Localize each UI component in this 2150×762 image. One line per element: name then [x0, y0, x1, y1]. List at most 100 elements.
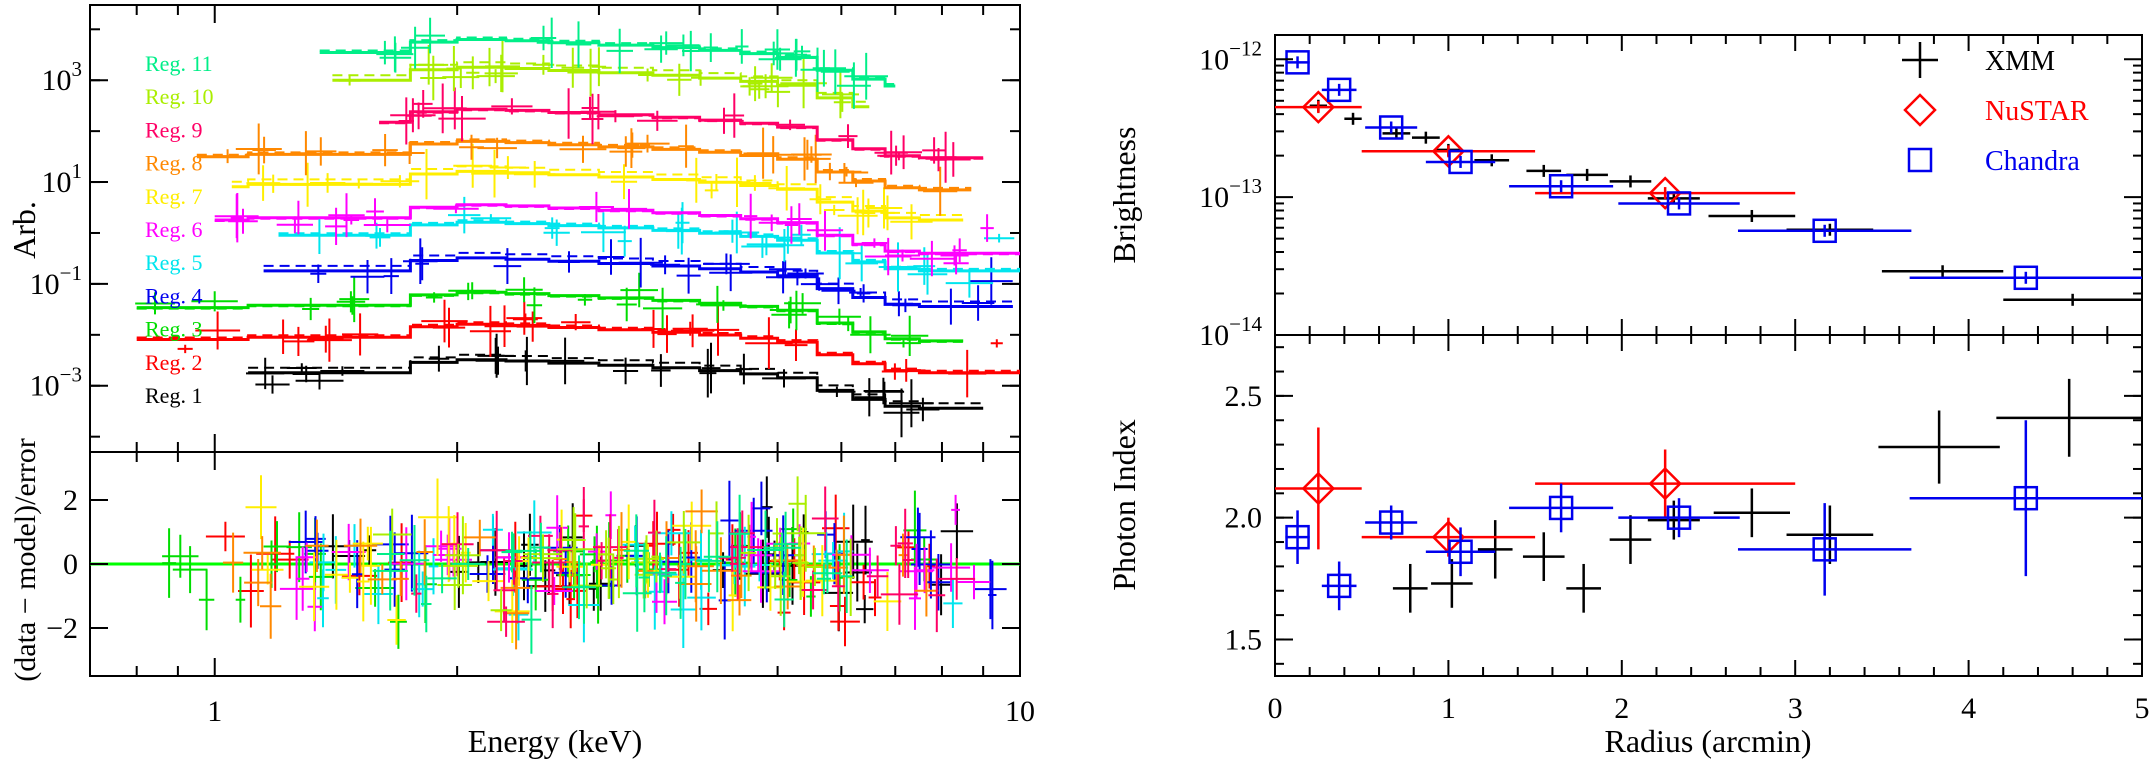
residual-data-point — [658, 555, 677, 584]
spectrum-data-point — [775, 119, 805, 131]
residual-data-point — [943, 578, 963, 628]
residual-data-point — [390, 594, 407, 649]
residual-data-point — [940, 503, 974, 560]
legend-label-reg-1: Reg. 1 — [145, 383, 202, 408]
residual-data-point — [223, 532, 244, 593]
brightness-frame — [1274, 34, 2143, 336]
residual-data-point — [520, 530, 540, 571]
spectrum-reg6 — [214, 189, 1020, 277]
spectrum-data-point — [769, 296, 812, 324]
spectrum-model-dashed — [231, 165, 964, 216]
residual-data-point — [357, 541, 370, 622]
residual-data-point — [660, 536, 672, 616]
spectrum-data-point — [558, 251, 580, 273]
square-marker — [1326, 573, 1352, 599]
spectrum-data-point — [363, 217, 411, 233]
spectrum-data-point — [667, 63, 692, 96]
square-marker — [1285, 50, 1310, 75]
legend-item-nustar: NuSTAR — [1903, 93, 2089, 127]
residual-data-point — [685, 489, 718, 534]
residual-data-point — [547, 559, 559, 629]
spectrum-data-point — [328, 193, 365, 238]
spectrum-data-point — [235, 123, 282, 175]
spectrum-data-point — [780, 58, 827, 109]
spectrum-data-point — [838, 178, 874, 188]
spectrum-data-point — [769, 260, 802, 278]
spectrum-data-point — [823, 204, 845, 216]
residual-data-point — [696, 529, 722, 593]
residual-data-point — [597, 530, 615, 579]
spectrum-model-line — [231, 169, 964, 222]
residual-data-point — [578, 549, 590, 624]
spectrum-data-point — [820, 49, 850, 95]
y-tick-label: 10−1 — [30, 261, 82, 301]
residual-data-point — [162, 528, 177, 598]
spectrum-data-point — [296, 216, 343, 254]
spectrum-data-point — [613, 357, 639, 385]
spectrum-data-point — [909, 240, 954, 277]
square-marker — [1378, 510, 1404, 535]
diamond-marker — [1648, 176, 1682, 210]
spectrum-data-point — [764, 29, 790, 70]
radius-x-label: Radius (arcmin) — [1604, 723, 1811, 759]
spectrum-data-point — [505, 277, 543, 303]
residual-data-point — [531, 522, 551, 573]
spectrum-data-point — [295, 371, 344, 390]
residual-data-point — [245, 475, 277, 540]
residual-data-point — [263, 521, 291, 573]
spectrum-data-point — [609, 136, 643, 167]
spectrum-data-point — [276, 216, 313, 234]
spectrum-data-point — [758, 47, 802, 71]
residual-data-point — [811, 486, 839, 551]
spectrum-data-point — [364, 40, 406, 65]
legend-label-reg-9: Reg. 9 — [145, 117, 202, 142]
residual-data-point — [773, 563, 802, 610]
spectrum-data-point — [724, 93, 745, 138]
legend-label-reg-2: Reg. 2 — [145, 350, 202, 375]
spectrum-data-point — [670, 314, 715, 348]
residual-data-point — [866, 555, 889, 598]
spectrum-data-point — [678, 124, 694, 168]
residual-data-point — [324, 539, 348, 610]
spectrum-data-point — [484, 305, 525, 347]
spectrum-data-point — [686, 157, 707, 203]
residual-data-point — [418, 478, 457, 556]
photon-index-y-label: Photon Index — [1106, 419, 1142, 591]
spectrum-data-point — [491, 98, 533, 115]
spectrum-data-point — [907, 253, 948, 295]
residual-data-point — [687, 564, 716, 631]
residual-data-point — [816, 563, 831, 595]
residual-data-point — [392, 561, 409, 596]
spectrum-data-point — [306, 318, 352, 362]
spectrum-data-point — [883, 388, 920, 438]
residual-data-point — [720, 480, 739, 561]
square-marker — [2013, 265, 2039, 291]
spectrum-data-point — [493, 248, 522, 284]
square-marker — [1326, 77, 1352, 103]
spectrum-data-point — [791, 146, 832, 163]
residual-data-point — [903, 490, 927, 571]
spectrum-data-point — [265, 174, 281, 193]
spectrum-data-point — [643, 287, 683, 329]
residual-data-point — [472, 561, 505, 602]
residual-data-point — [836, 515, 852, 594]
spectrum-data-point — [945, 268, 994, 298]
spectrum-data-point — [191, 291, 238, 312]
spectrum-data-point — [657, 315, 677, 353]
spectrum-data-point — [723, 219, 742, 243]
spectrum-data-point — [305, 137, 337, 166]
residual-data-point — [914, 565, 939, 617]
legend-item-xmm: XMM — [1902, 42, 2055, 78]
spectrum-data-point — [980, 214, 994, 242]
residual-data-point — [928, 558, 946, 633]
spectrum-data-point — [413, 149, 440, 200]
spectrum-data-point — [546, 337, 585, 385]
residual-data-point — [364, 563, 393, 625]
residual-data-point — [890, 526, 902, 566]
spectrum-data-point — [735, 353, 753, 385]
residual-data-point — [938, 558, 976, 600]
diamond-marker — [1648, 466, 1682, 501]
spectrum-data-point — [758, 214, 785, 232]
residual-data-point — [679, 529, 691, 600]
